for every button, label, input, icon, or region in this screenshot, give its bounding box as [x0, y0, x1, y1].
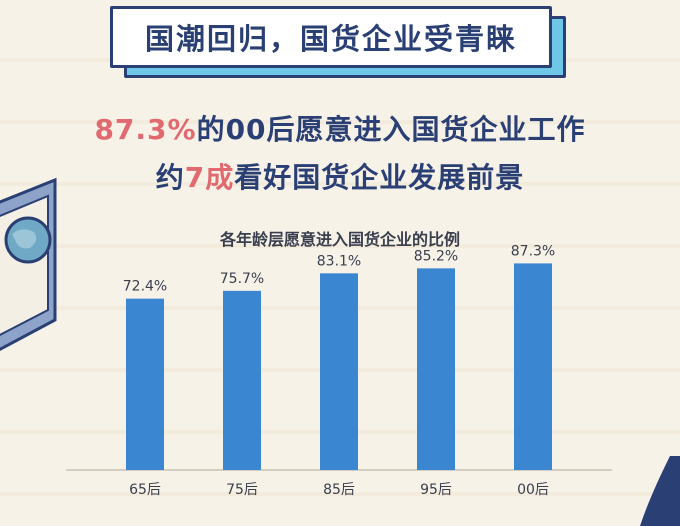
headline-line-2-prefix: 约: [155, 161, 185, 194]
x-tick-label-1: 65后: [129, 482, 161, 498]
bar-1: [126, 298, 164, 470]
x-tick-label-5: 00后: [517, 482, 549, 498]
chart-title: 各年龄层愿意进入国货企业的比例: [219, 230, 460, 249]
bar-chart: 72.4% 65后 75.7% 75后 83.1% 85后 85.2% 95后 87.3% 00后: [66, 243, 612, 498]
x-tick-label-2: 75后: [226, 482, 258, 498]
banner-title: 国潮回归，国货企业受青睐: [144, 22, 517, 56]
bar-4: [417, 268, 455, 470]
bar-2: [223, 290, 261, 470]
bar-3: [320, 273, 358, 470]
headline-line-2: 约7成看好国货企业发展前景: [0, 156, 680, 196]
headline-line-1-text: 的00后愿意进入国货企业工作: [196, 113, 586, 146]
data-label-4: 85.2%: [414, 248, 458, 264]
headline-line-1: 87.3%的00后愿意进入国货企业工作: [0, 108, 680, 148]
x-tick-label-4: 95后: [420, 482, 452, 498]
data-label-5: 87.3%: [511, 243, 555, 259]
banner: 国潮回归，国货企业受青睐: [110, 6, 552, 68]
globe-illustration-icon: [0, 177, 57, 352]
headline-highlight-percent: 87.3%: [94, 113, 197, 146]
x-tick-label-3: 85后: [323, 482, 355, 498]
bar-5: [514, 263, 552, 470]
headline-line-2-text: 看好国货企业发展前景: [234, 161, 525, 194]
data-label-1: 72.4%: [123, 279, 167, 295]
data-label-3: 83.1%: [317, 253, 361, 269]
headline-highlight-share: 7成: [184, 161, 235, 194]
data-label-2: 75.7%: [220, 271, 264, 287]
